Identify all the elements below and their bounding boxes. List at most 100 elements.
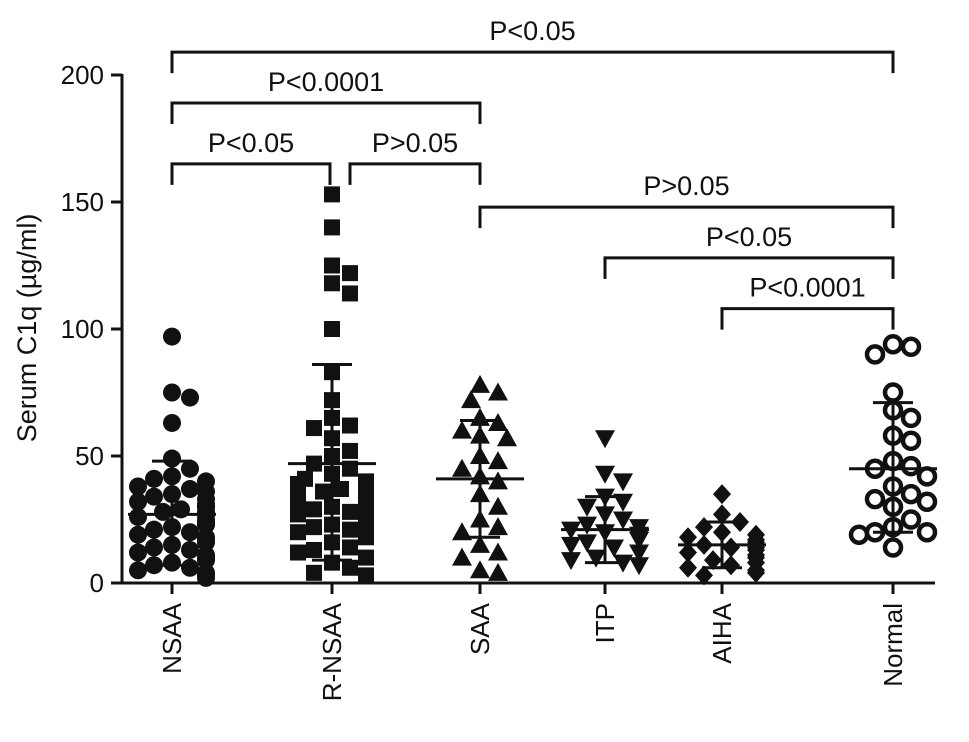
y-tick-label: 100 bbox=[61, 314, 104, 344]
data-point bbox=[181, 540, 199, 559]
data-point bbox=[488, 562, 508, 581]
data-point bbox=[181, 523, 199, 542]
data-point bbox=[145, 520, 163, 539]
data-point bbox=[916, 466, 938, 487]
data-point bbox=[145, 538, 163, 557]
data-points bbox=[129, 186, 938, 587]
data-point bbox=[324, 321, 340, 337]
data-point bbox=[342, 559, 358, 576]
data-point bbox=[324, 219, 340, 236]
data-point bbox=[324, 257, 340, 274]
data-point bbox=[129, 507, 147, 526]
significance-bracket bbox=[478, 205, 895, 229]
data-point bbox=[577, 498, 597, 517]
category-label: R-NSAA bbox=[317, 602, 347, 701]
data-point bbox=[290, 524, 306, 541]
data-point bbox=[713, 504, 731, 525]
data-point bbox=[900, 509, 922, 530]
data-point bbox=[358, 529, 374, 546]
data-point bbox=[488, 542, 508, 561]
data-point bbox=[306, 541, 322, 558]
data-point bbox=[488, 412, 508, 431]
data-point bbox=[629, 557, 649, 576]
category-label: SAA bbox=[465, 602, 495, 655]
significance-bracket bbox=[170, 162, 332, 185]
data-point bbox=[613, 493, 633, 512]
y-axis-title: Serum C1q (µg/ml) bbox=[12, 214, 42, 443]
data-point bbox=[342, 285, 358, 302]
data-point bbox=[290, 506, 306, 523]
data-point bbox=[181, 459, 199, 478]
data-point bbox=[848, 524, 870, 545]
category-label: AIHA bbox=[707, 602, 737, 663]
data-point bbox=[722, 537, 740, 558]
data-point bbox=[197, 551, 215, 570]
data-point bbox=[163, 327, 181, 346]
significance-bracket bbox=[170, 101, 482, 124]
data-point bbox=[577, 516, 597, 535]
data-point bbox=[900, 455, 922, 477]
data-point bbox=[488, 382, 508, 401]
p-value-label: P<0.0001 bbox=[268, 67, 384, 97]
y-tick-label: 0 bbox=[90, 568, 104, 598]
data-point bbox=[306, 420, 322, 437]
data-point bbox=[595, 430, 615, 449]
data-point bbox=[324, 186, 340, 203]
data-point bbox=[488, 471, 508, 490]
data-point bbox=[163, 449, 181, 468]
data-point bbox=[129, 543, 147, 562]
category-label: Normal bbox=[878, 603, 908, 687]
data-point bbox=[679, 557, 697, 578]
axes: 0 50 100 150 200 NSAA R-NSAA SAA ITP AIHA Normal bbox=[61, 60, 935, 701]
data-point bbox=[900, 483, 922, 505]
data-point bbox=[342, 417, 358, 434]
data-point bbox=[306, 519, 322, 536]
data-point bbox=[358, 567, 374, 584]
data-point bbox=[461, 390, 481, 409]
data-point bbox=[197, 533, 215, 552]
data-point bbox=[704, 550, 722, 571]
data-point bbox=[561, 552, 581, 571]
category-label: ITP bbox=[590, 603, 620, 643]
data-point bbox=[290, 544, 306, 561]
data-point bbox=[629, 544, 649, 563]
data-point bbox=[470, 374, 490, 393]
data-point bbox=[129, 561, 147, 580]
data-point bbox=[488, 517, 508, 536]
data-point bbox=[864, 344, 886, 365]
data-point bbox=[145, 487, 163, 506]
data-point bbox=[470, 560, 490, 579]
data-point bbox=[342, 442, 358, 459]
data-point bbox=[342, 521, 358, 538]
data-point bbox=[342, 503, 358, 520]
data-point bbox=[882, 537, 904, 558]
data-point bbox=[488, 451, 508, 470]
data-point bbox=[306, 564, 322, 581]
data-point bbox=[197, 515, 215, 534]
data-point bbox=[452, 420, 472, 439]
data-point bbox=[358, 514, 374, 531]
data-point bbox=[181, 558, 199, 577]
data-point bbox=[129, 525, 147, 544]
category-label: NSAA bbox=[157, 602, 187, 673]
data-point bbox=[713, 484, 731, 505]
data-point bbox=[679, 527, 697, 548]
data-point bbox=[129, 477, 147, 496]
data-point bbox=[358, 549, 374, 566]
data-point bbox=[747, 562, 765, 583]
data-point bbox=[452, 458, 472, 477]
p-value-label: P<0.05 bbox=[706, 222, 792, 252]
data-point bbox=[561, 536, 581, 555]
data-point bbox=[290, 491, 306, 508]
p-value-label: P<0.05 bbox=[489, 16, 575, 46]
data-point bbox=[916, 521, 938, 543]
data-point bbox=[163, 413, 181, 432]
data-point bbox=[900, 336, 922, 358]
data-point bbox=[722, 555, 740, 576]
p-value-label: P>0.05 bbox=[643, 171, 729, 201]
data-point bbox=[306, 501, 322, 518]
data-point bbox=[916, 491, 938, 512]
data-point bbox=[900, 407, 922, 429]
data-point bbox=[324, 275, 340, 292]
